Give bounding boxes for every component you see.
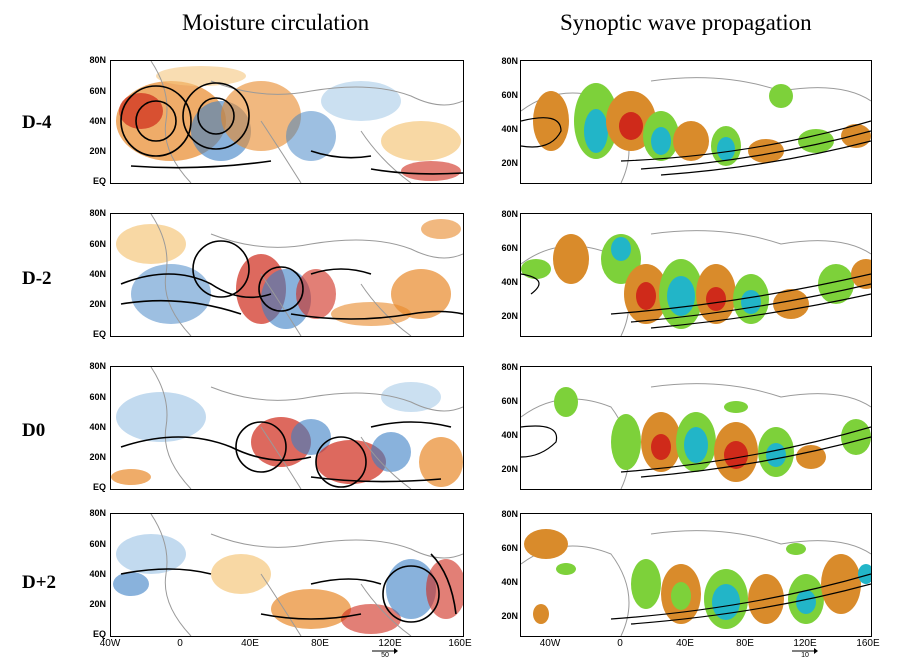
wave-shading [533,83,871,166]
wave-panel-d-4 [520,60,872,184]
lat-label: 40N [89,116,106,126]
lat-label: 60N [501,543,518,553]
row-label-d-4: D-4 [22,112,52,133]
moisture-map-d-4 [116,61,463,183]
coastlines [150,61,463,183]
lat-label: 80N [89,55,106,65]
moisture-panel-d2 [110,513,464,637]
lat-label: 20N [501,611,518,621]
wave-shading [554,387,871,482]
lon-label: 0 [617,638,623,649]
lat-label: 80N [501,362,518,372]
wave-map-d2 [521,529,871,636]
lat-label: 40N [501,277,518,287]
row-label-d-2: D-2 [22,268,52,289]
lat-label: EQ [92,629,106,639]
circulation-vectors [120,240,463,320]
lat-label: 60N [89,392,106,402]
wave-map-d0 [521,383,871,489]
lat-label: 40N [501,430,518,440]
coastlines [150,367,463,489]
lat-label: 40N [501,124,518,134]
lon-label: 160E [448,638,472,649]
lat-label: 60N [501,396,518,406]
lon-label: 120E [793,638,817,649]
jet-contours [521,425,871,478]
coastlines [150,514,463,636]
moisture-map-d2 [113,514,463,636]
lat-label: EQ [92,329,106,339]
moisture-map-d0 [111,367,463,489]
vector-scale-arrow [792,648,818,654]
jet-contours [521,117,871,176]
lon-label: 160E [856,638,880,649]
moisture-panel-d-4 [110,60,464,184]
lat-label: 20N [89,146,106,156]
lat-label: 80N [89,208,106,218]
moisture-shading [116,66,461,181]
lat-label: 60N [89,539,106,549]
lat-label: 20N [501,311,518,321]
lat-label: 60N [501,90,518,100]
vector-scale-arrow [372,648,398,654]
lat-label: 80N [89,361,106,371]
vector-scale-label: 50 [381,652,389,659]
circulation-vectors [120,421,452,488]
circulation-vectors [120,553,457,623]
lat-label: 80N [501,509,518,519]
lat-label: 20N [501,158,518,168]
wave-shading [524,529,871,629]
row-label-d2: D+2 [22,572,57,593]
vector-scale-label: 10 [801,652,809,659]
lat-label: 60N [89,86,106,96]
lat-label: 20N [89,299,106,309]
lon-label: 80E [736,638,754,649]
circulation-vectors [120,82,463,175]
lat-label: 40N [89,422,106,432]
lat-label: EQ [92,482,106,492]
moisture-shading [111,382,463,487]
lon-label: 0 [177,638,183,649]
row-label-d0: D0 [22,420,46,441]
lat-label: 60N [501,243,518,253]
moisture-map-d-2 [116,214,463,336]
lat-label: 40N [89,569,106,579]
lat-label: EQ [92,176,106,186]
lon-label: 40W [99,638,121,649]
lon-label: 40W [539,638,561,649]
wave-panel-d2 [520,513,872,637]
moisture-panel-d-2 [110,213,464,337]
lat-label: 80N [89,508,106,518]
lat-label: 60N [89,239,106,249]
moisture-circulation-title: Moisture circulation [182,10,370,35]
wave-map-d-4 [521,77,871,183]
lat-label: 20N [89,599,106,609]
moisture-panel-d0 [110,366,464,490]
lat-label: 20N [501,464,518,474]
lon-label: 40E [241,638,259,649]
wave-map-d-2 [521,230,871,336]
lat-label: 80N [501,56,518,66]
jet-contours [521,273,871,329]
lat-label: 40N [89,269,106,279]
lon-label: 80E [311,638,329,649]
lat-label: 40N [501,577,518,587]
wave-panel-d-2 [520,213,872,337]
lat-label: 80N [501,209,518,219]
lat-label: 20N [89,452,106,462]
lon-label: 120E [378,638,402,649]
lon-label: 40E [676,638,694,649]
wave-panel-d0 [520,366,872,490]
jet-contours [610,573,871,625]
synoptic-wave-title: Synoptic wave propagation [560,10,812,35]
